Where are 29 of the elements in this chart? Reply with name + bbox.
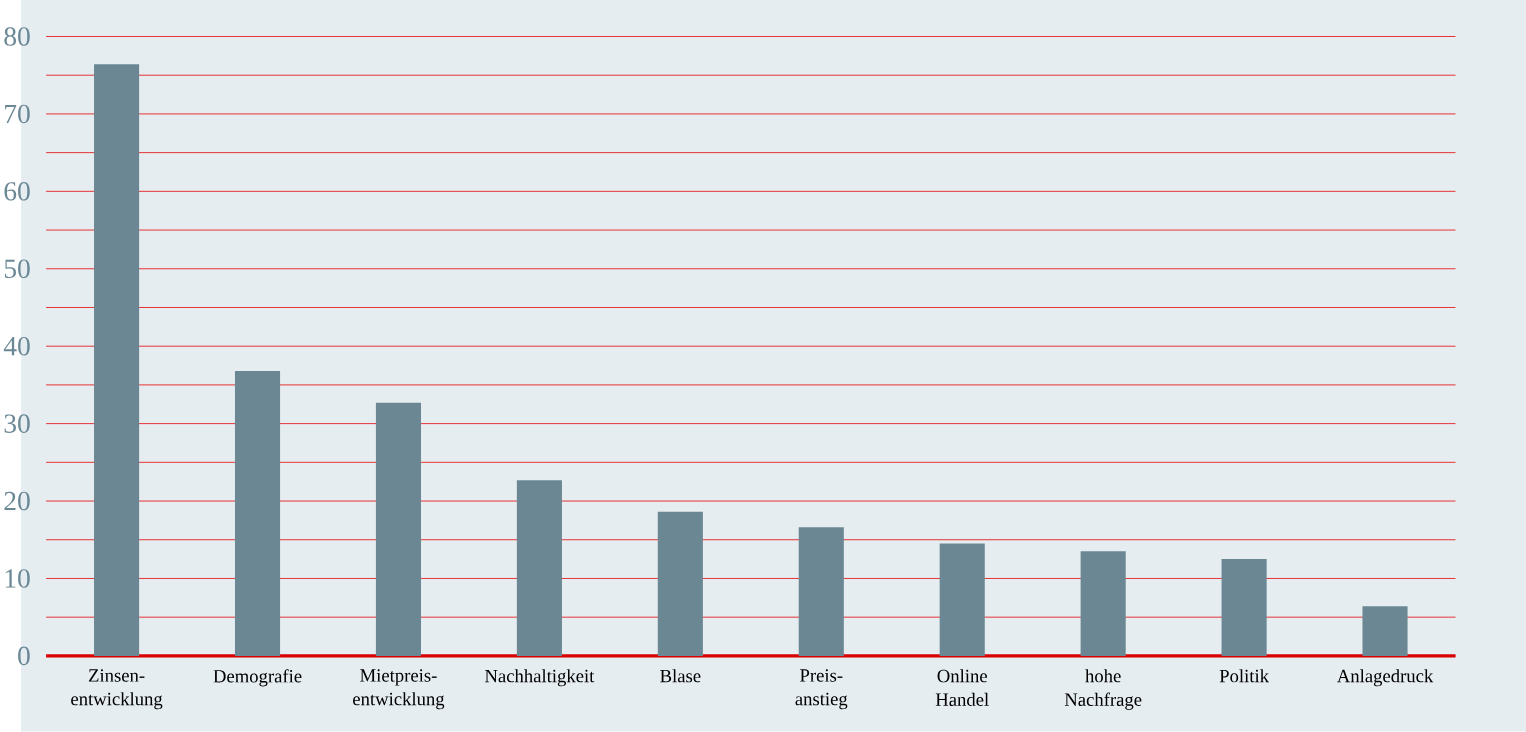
x-tick-label: Online Handel: [935, 669, 989, 707]
bar: [94, 64, 140, 656]
y-tick-label: 60: [4, 182, 30, 201]
bar: [1080, 551, 1126, 656]
x-tick-label: Politik: [1219, 669, 1270, 683]
y-tick-label: 70: [5, 104, 30, 124]
x-tick-label: Blase: [660, 669, 701, 683]
bar: [234, 371, 281, 656]
x-tick-label: hohe Nachfrage: [1064, 669, 1142, 710]
x-tick-label: Zinsen- entwicklung: [71, 669, 163, 710]
bar: [1221, 559, 1267, 656]
y-tick-label: 0: [18, 646, 30, 666]
x-tick-label: Mietpreis- entwicklung: [353, 669, 445, 710]
x-tick-label: Preis- anstieg: [795, 669, 848, 710]
x-tick-label: Demografie: [213, 669, 302, 687]
bar: [939, 543, 985, 656]
bar: [516, 480, 562, 656]
bar: [1362, 606, 1408, 656]
bar: [798, 527, 844, 656]
x-tick-label: Anlagedruck: [1337, 669, 1434, 687]
y-tick-label: 50: [4, 259, 30, 279]
y-tick-label: 20: [4, 491, 30, 511]
y-tick-label: 40: [3, 336, 30, 356]
x-tick-label: Nachhaltigkeit: [484, 669, 595, 687]
y-tick-label: 30: [4, 414, 30, 433]
bar: [657, 511, 703, 656]
y-tick-label: 80: [4, 27, 30, 46]
bar: [375, 402, 422, 656]
y-tick-label: 10: [5, 569, 30, 588]
